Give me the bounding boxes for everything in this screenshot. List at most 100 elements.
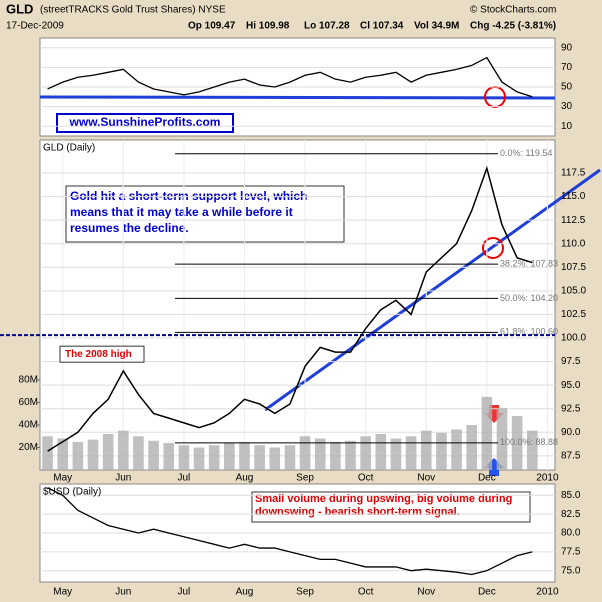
x-tick-label: Oct	[358, 473, 374, 484]
volume-bar	[224, 443, 235, 470]
x-tick-label: Nov	[417, 473, 435, 484]
support-box	[65, 185, 345, 243]
volume-bar	[526, 430, 538, 470]
volume-bar	[390, 438, 402, 470]
y-tick-label: 20M	[19, 442, 38, 453]
volume-note: Small volume during upswing, big volume …	[255, 493, 513, 518]
y-tick-label: 87.5	[561, 450, 581, 461]
volume-bar	[496, 408, 508, 470]
volume-bar	[299, 436, 311, 470]
close: Cl 107.34	[360, 21, 404, 32]
series-line	[47, 487, 533, 576]
y-tick-label: 40M	[19, 420, 38, 431]
support-note: Gold hit a short-term support level, whi…	[70, 189, 308, 235]
volume-bar	[42, 436, 53, 470]
x-tick-label: 2010	[536, 587, 559, 598]
x-tick-label: May	[53, 473, 72, 484]
y-tick-label: 30	[561, 101, 573, 112]
high-2008-box	[59, 345, 145, 363]
fib-label: 38.2%: 107.83	[500, 259, 558, 269]
open: Op 109.47	[188, 21, 236, 32]
y-tick-label: 112.5	[561, 215, 586, 226]
volume: Vol 34.9M	[414, 21, 459, 32]
panel-title: $USD (Daily)	[43, 487, 101, 498]
x-tick-label: Dec	[478, 473, 496, 484]
x-tick-label: Sep	[296, 587, 314, 598]
y-tick-label: 85.0	[561, 490, 581, 501]
x-tick-label: Jul	[177, 587, 190, 598]
x-tick-label: 2010	[536, 473, 559, 484]
symbol: GLD	[6, 1, 33, 16]
y-tick-label: 107.5	[561, 262, 586, 273]
volume-bar	[269, 447, 281, 470]
y-tick-label: 105.0	[561, 285, 586, 296]
y-tick-label: 70	[561, 62, 573, 73]
volume-bar	[314, 438, 326, 470]
volume-bar	[451, 429, 462, 470]
x-tick-label: Jun	[115, 587, 131, 598]
fib-label: 0.0%: 119.54	[500, 148, 552, 158]
y-tick-label: 80.0	[561, 528, 581, 539]
volume-bar	[208, 445, 220, 470]
high: Hi 109.98	[246, 21, 290, 32]
volume-bar	[163, 443, 175, 470]
y-tick-label: 95.0	[561, 380, 581, 391]
y-tick-label: 75.0	[561, 565, 581, 576]
volume-bar	[254, 445, 265, 470]
y-tick-label: 77.5	[561, 546, 581, 557]
volume-bar	[102, 434, 114, 470]
y-tick-label: 80M	[19, 375, 38, 386]
fib-label: 61.8%: 100.60	[500, 327, 558, 337]
y-tick-label: 92.5	[561, 403, 581, 414]
volume-bar	[375, 434, 387, 470]
website-box	[56, 113, 234, 133]
y-tick-label: 90	[561, 42, 573, 53]
volume-bar	[405, 436, 417, 470]
volume-bar	[87, 439, 99, 470]
series-line	[47, 56, 533, 98]
volume-bar	[360, 436, 371, 470]
volume-bar	[178, 445, 190, 470]
x-tick-label: Aug	[236, 587, 254, 598]
y-tick-label: 50	[561, 82, 573, 93]
y-tick-label: 115.0	[561, 191, 586, 202]
y-tick-label: 90.0	[561, 427, 581, 438]
x-tick-label: Nov	[417, 587, 435, 598]
website: www.SunshineProfits.com	[69, 115, 221, 129]
x-tick-label: Oct	[358, 587, 374, 598]
support-circle	[482, 237, 504, 259]
volume-bar	[133, 436, 144, 470]
volume-bar	[511, 416, 523, 470]
volume-bar	[345, 440, 356, 470]
y-tick-label: 10	[561, 121, 573, 132]
x-tick-label: Aug	[236, 473, 254, 484]
up-arrow	[484, 458, 504, 476]
x-tick-label: Sep	[296, 473, 314, 484]
volume-box	[251, 491, 531, 523]
high-2008-label: The 2008 high	[65, 349, 132, 360]
x-tick-label: May	[53, 587, 72, 598]
volume-bar	[466, 425, 477, 470]
y-tick-label: 117.5	[561, 168, 586, 179]
y-tick-label: 97.5	[561, 356, 581, 367]
panel-title: GLD (Daily)	[43, 143, 95, 154]
x-tick-label: Dec	[478, 587, 496, 598]
low: Lo 107.28	[304, 21, 350, 32]
support-text: Gold hit a short-term support level, whi…	[70, 189, 308, 235]
fib-label: 50.0%: 104.20	[500, 293, 558, 303]
volume-bar	[436, 432, 447, 470]
volume-bar	[330, 441, 341, 470]
volume-text: Small volume during upswing, big volume …	[255, 493, 513, 518]
fib-label: 100.0%: 88.88	[500, 437, 558, 447]
security-name: (streetTRACKS Gold Trust Shares) NYSE	[40, 5, 226, 16]
volume-bar	[118, 430, 129, 470]
x-tick-label: Jun	[115, 473, 131, 484]
date: 17-Dec-2009	[6, 21, 64, 32]
x-tick-label: Jul	[177, 473, 190, 484]
y-tick-label: 100.0	[561, 333, 586, 344]
rsi-trend-line	[39, 95, 556, 100]
trend-line	[264, 168, 601, 412]
y-tick-label: 110.0	[561, 238, 586, 249]
volume-bar	[193, 447, 205, 470]
price-line	[47, 165, 533, 452]
